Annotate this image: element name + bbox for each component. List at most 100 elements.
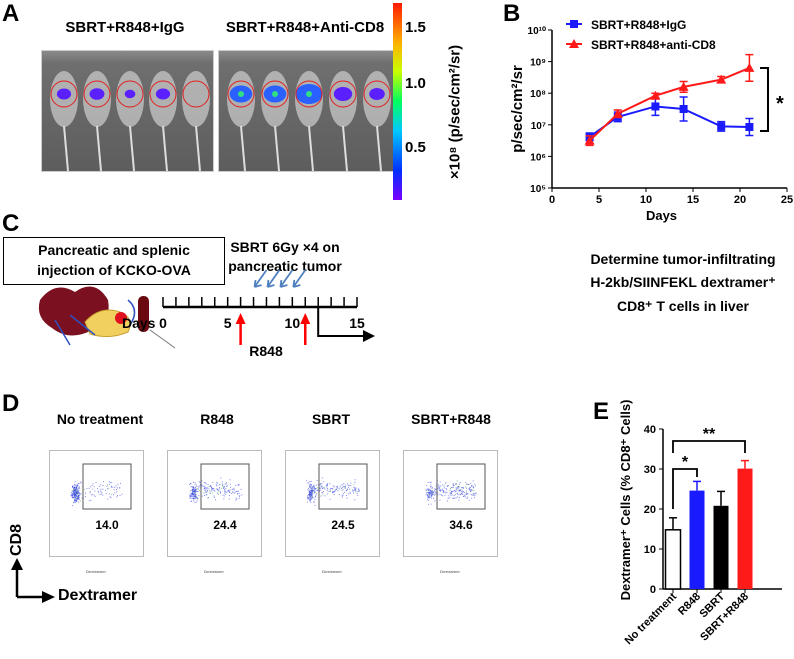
y-tick-label: 30 bbox=[644, 464, 656, 476]
event-dot bbox=[80, 482, 82, 484]
event-dot bbox=[110, 486, 112, 488]
endpoint-arrowhead bbox=[363, 330, 375, 342]
event-dot bbox=[217, 482, 219, 484]
day-tick-label: 0 bbox=[159, 315, 167, 331]
event-dot bbox=[72, 496, 74, 498]
outcome-text: H-2kb/SIINFEKL dextramer⁺ bbox=[590, 274, 776, 290]
event-dot bbox=[355, 490, 357, 492]
event-dot bbox=[322, 488, 324, 490]
event-dot bbox=[310, 499, 312, 501]
event-dot bbox=[352, 490, 354, 492]
event-dot bbox=[214, 490, 216, 492]
event-dot bbox=[429, 490, 431, 492]
event-dot bbox=[83, 489, 85, 491]
event-dot bbox=[311, 489, 313, 491]
event-dot bbox=[431, 492, 433, 494]
event-dot bbox=[75, 492, 77, 494]
event-dot bbox=[228, 489, 230, 491]
event-dot bbox=[461, 491, 463, 493]
event-dot bbox=[336, 487, 338, 489]
event-dot bbox=[442, 484, 444, 486]
panel-label-e: E bbox=[593, 398, 610, 425]
event-dot bbox=[457, 488, 459, 490]
event-dot bbox=[238, 492, 240, 494]
event-dot bbox=[77, 487, 79, 489]
event-dot bbox=[72, 489, 74, 491]
event-dot bbox=[209, 485, 211, 487]
bioluminescence-hotspot bbox=[238, 91, 244, 97]
event-dot bbox=[310, 492, 312, 494]
event-dot bbox=[349, 488, 351, 490]
event-dot bbox=[431, 495, 433, 497]
event-dot bbox=[427, 494, 429, 496]
event-dot bbox=[465, 496, 467, 498]
event-dot bbox=[71, 494, 73, 496]
event-dot bbox=[107, 498, 109, 500]
event-dot bbox=[471, 485, 473, 487]
event-dot bbox=[194, 498, 196, 500]
event-dot bbox=[192, 495, 194, 497]
event-dot bbox=[95, 481, 97, 483]
event-dot bbox=[470, 489, 472, 491]
event-dot bbox=[311, 492, 313, 494]
event-dot bbox=[192, 493, 194, 495]
event-dot bbox=[450, 492, 452, 494]
event-dot bbox=[465, 492, 467, 494]
event-dot bbox=[72, 490, 74, 492]
event-dot bbox=[311, 496, 313, 498]
event-dot bbox=[425, 494, 427, 496]
event-dot bbox=[430, 486, 432, 488]
event-dot bbox=[105, 489, 107, 491]
event-dot bbox=[189, 497, 191, 499]
event-dot bbox=[101, 491, 103, 493]
event-dot bbox=[473, 494, 475, 496]
event-dot bbox=[76, 495, 78, 497]
event-dot bbox=[237, 493, 239, 495]
event-dot bbox=[194, 493, 196, 495]
event-dot bbox=[107, 484, 109, 486]
gate-percentage: 34.6 bbox=[449, 518, 473, 532]
injection-text: injection of KCKO-OVA bbox=[37, 262, 191, 278]
event-dot bbox=[426, 491, 428, 493]
event-dot bbox=[72, 497, 74, 499]
x-tick-label: 10 bbox=[640, 194, 652, 206]
event-dot bbox=[459, 489, 461, 491]
event-dot bbox=[210, 485, 212, 487]
event-dot bbox=[335, 489, 337, 491]
event-dot bbox=[470, 482, 472, 484]
event-dot bbox=[193, 497, 195, 499]
event-dot bbox=[78, 490, 80, 492]
event-dot bbox=[199, 484, 201, 486]
event-dot bbox=[440, 485, 442, 487]
event-dot bbox=[469, 489, 471, 491]
event-dot bbox=[204, 487, 206, 489]
event-dot bbox=[76, 495, 78, 497]
event-dot bbox=[201, 495, 203, 497]
event-dot bbox=[322, 494, 324, 496]
event-dot bbox=[310, 494, 312, 496]
event-dot bbox=[333, 491, 335, 493]
event-dot bbox=[238, 484, 240, 486]
event-dot bbox=[232, 488, 234, 490]
event-dot bbox=[73, 492, 75, 494]
event-dot bbox=[228, 495, 230, 497]
event-dot bbox=[110, 485, 112, 487]
event-dot bbox=[75, 497, 77, 499]
event-dot bbox=[222, 484, 224, 486]
event-dot bbox=[430, 481, 432, 483]
event-dot bbox=[72, 487, 74, 489]
event-dot bbox=[310, 480, 312, 482]
event-dot bbox=[116, 487, 118, 489]
event-dot bbox=[76, 493, 78, 495]
event-dot bbox=[451, 486, 453, 488]
event-dot bbox=[215, 484, 217, 486]
event-dot bbox=[427, 496, 429, 498]
event-dot bbox=[226, 492, 228, 494]
event-dot bbox=[192, 489, 194, 491]
event-dot bbox=[345, 494, 347, 496]
event-dot bbox=[471, 494, 473, 496]
roi-circle bbox=[50, 80, 78, 108]
event-dot bbox=[73, 501, 75, 503]
